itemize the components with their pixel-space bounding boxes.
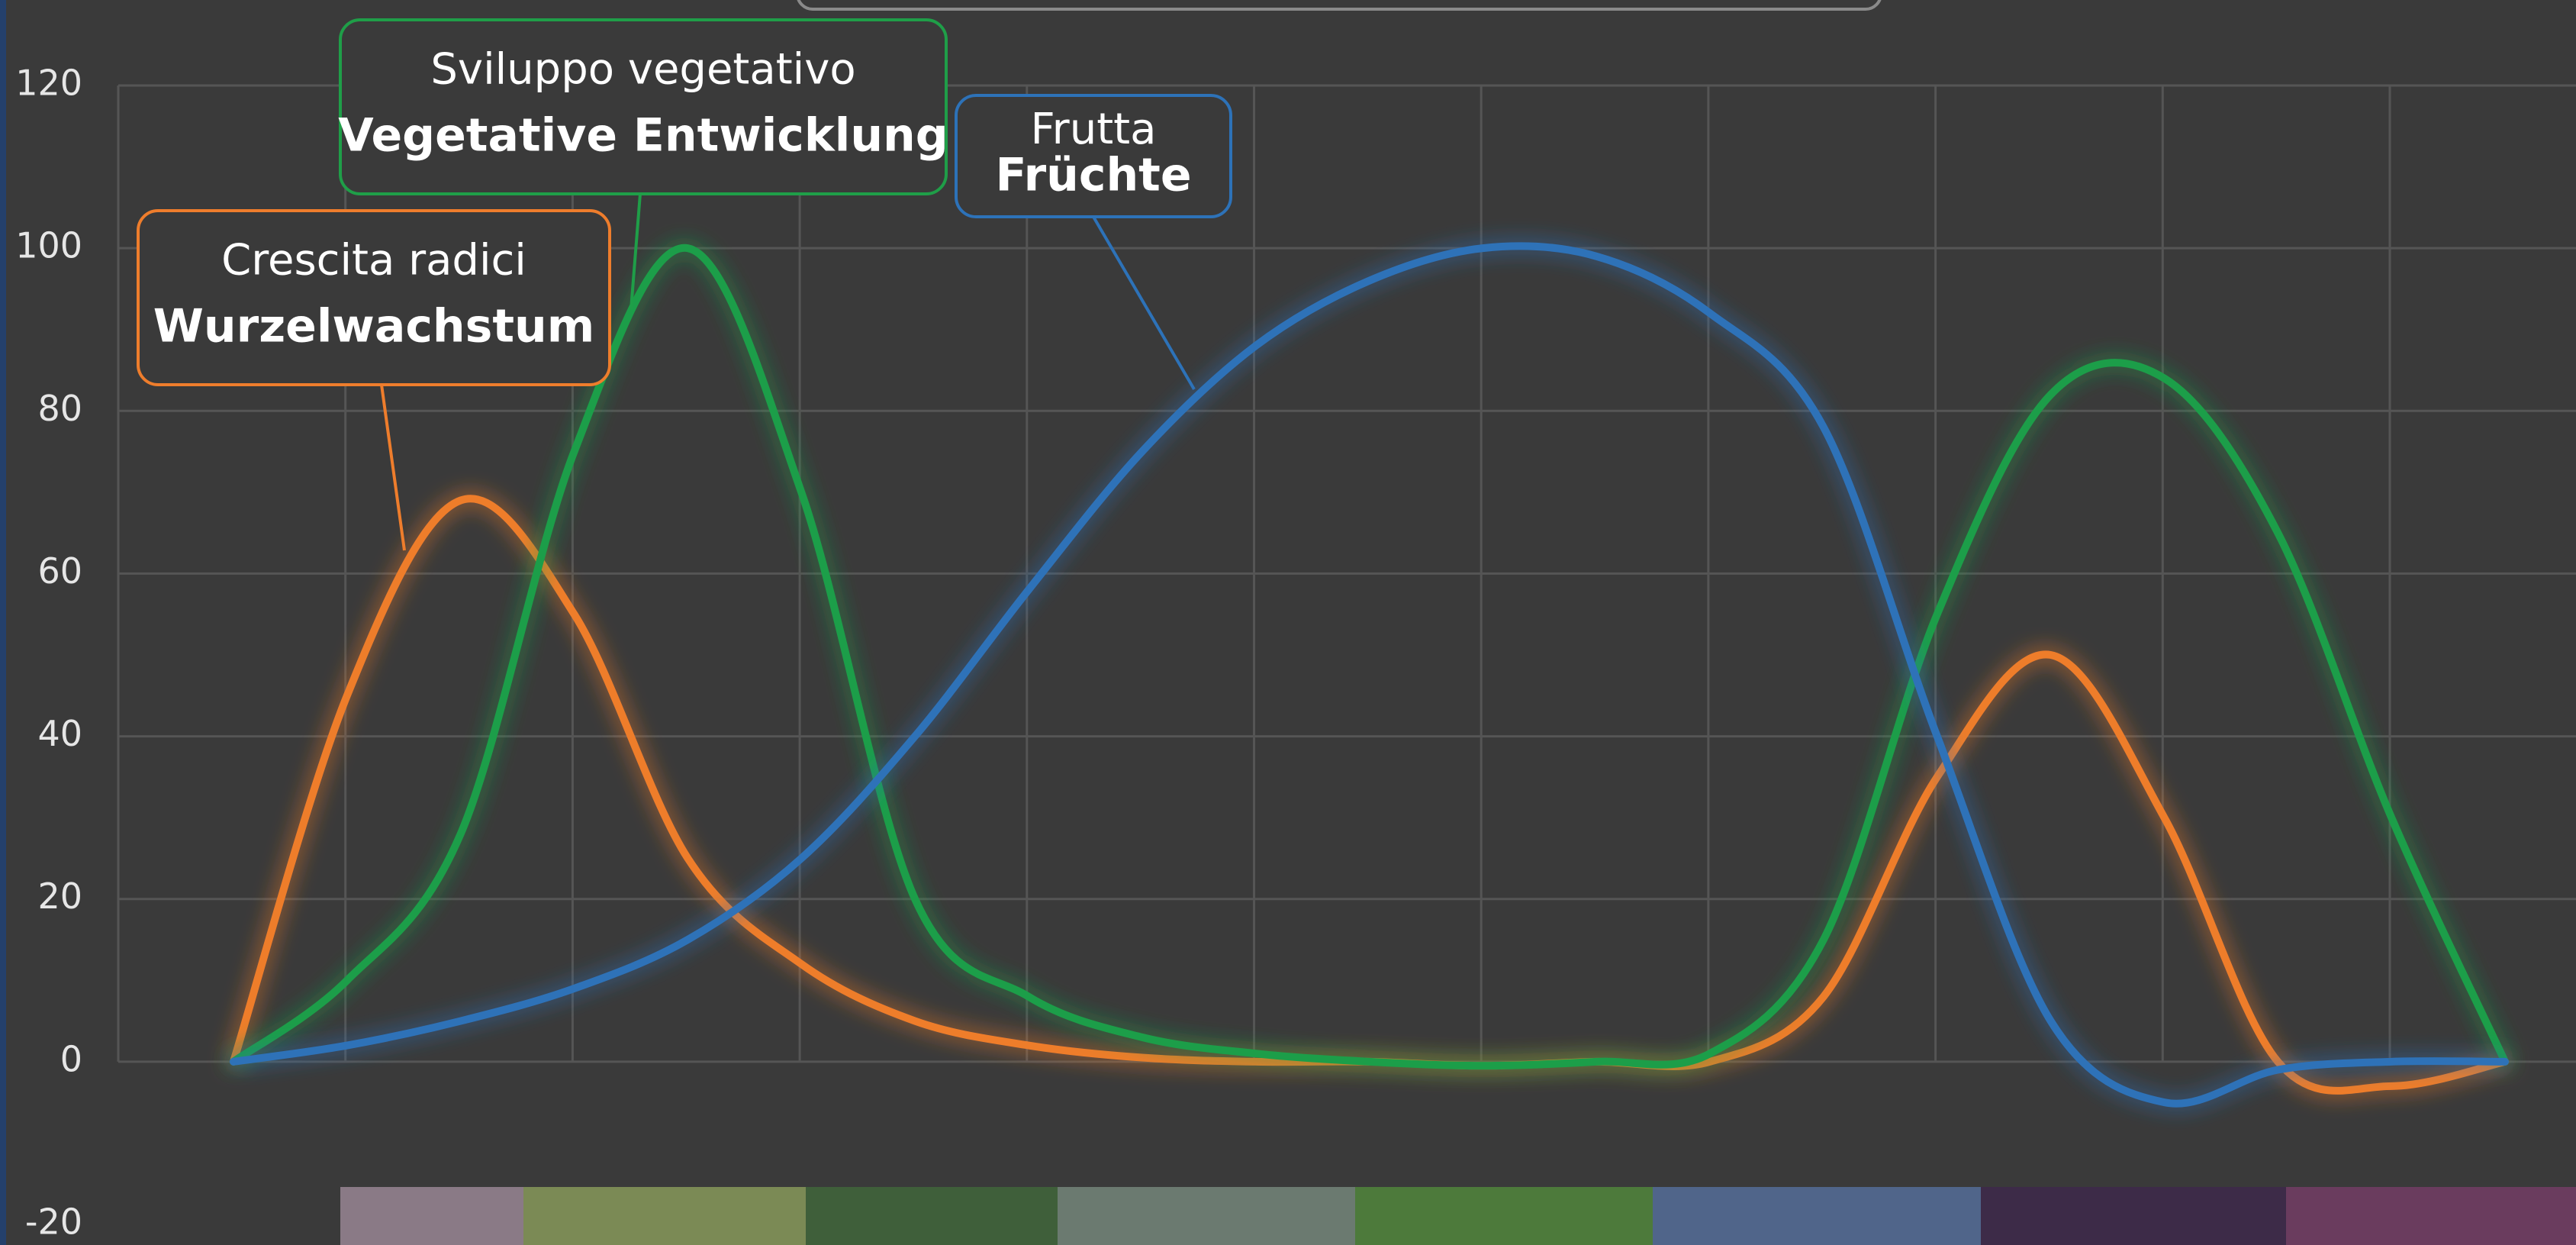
lines [230,242,2509,1108]
callout-bold: Früchte [995,149,1191,202]
series-line [230,242,2509,1108]
photo [2286,1187,2576,1245]
y-tick-label: 120 [15,63,82,104]
photo [1058,1187,1355,1245]
y-tick-label: -20 [25,1201,82,1243]
series-line [230,244,2509,1070]
photo-strip [340,1187,2576,1245]
photo [523,1187,806,1245]
y-tick-label: 60 [37,550,82,592]
callout-bold: Vegetative Entwicklung [338,109,948,163]
y-tick-label: 20 [37,876,82,917]
photo [806,1187,1058,1245]
photo [1981,1187,2286,1245]
grid: -20 0 20 40 60 80 100 120 [15,63,2576,1243]
photo [1653,1187,1981,1245]
leader-line [630,193,642,310]
annotations: Crescita radici Wurzelwachstum Sviluppo ve… [137,18,1232,551]
edge [0,0,6,1245]
callout-text: Crescita radici [221,236,526,285]
top-box [797,0,1882,11]
y-tick-label: 80 [37,388,82,429]
y-tick-label: 100 [15,225,82,266]
callout-box [137,209,611,386]
photo [340,1187,523,1245]
y-tick-label: 0 [60,1038,82,1079]
photo [1355,1187,1653,1245]
callout-box [339,18,948,195]
callout-box [955,94,1232,218]
callout-bold: Wurzelwachstum [153,300,595,353]
callout-text: Frutta [1031,105,1157,154]
callout-text: Sviluppo vegetativo [430,45,855,95]
leader-line [380,384,406,551]
y-tick-label: 40 [37,713,82,754]
leader-line [1092,215,1196,391]
